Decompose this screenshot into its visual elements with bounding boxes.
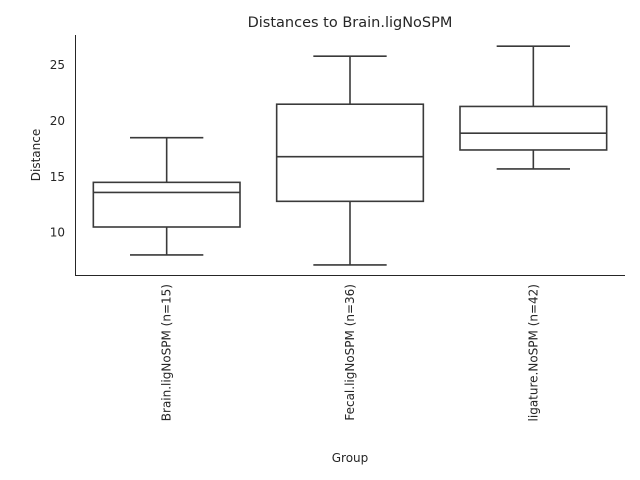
x-tick-label: Brain.ligNoSPM (n=15) xyxy=(160,284,174,421)
x-axis-label: Group xyxy=(332,451,369,465)
y-tick-label: 20 xyxy=(50,114,65,128)
y-tick-label: 25 xyxy=(50,58,65,72)
iqr-box xyxy=(459,105,608,151)
y-axis-label: Distance xyxy=(29,129,43,181)
x-tick-label: Fecal.ligNoSPM (n=36) xyxy=(343,284,357,421)
y-axis-ticks: 10 15 20 25 xyxy=(50,58,65,239)
box-series xyxy=(92,45,608,266)
x-axis-ticks: Brain.ligNoSPM (n=15) Fecal.ligNoSPM (n=3… xyxy=(160,284,541,421)
box-group xyxy=(92,136,241,256)
box-group xyxy=(275,55,425,266)
x-tick-label: ligature.NoSPM (n=42) xyxy=(526,284,540,421)
box-group xyxy=(459,45,608,170)
y-tick-label: 15 xyxy=(50,170,65,184)
y-tick-label: 10 xyxy=(50,226,65,240)
iqr-box xyxy=(275,103,425,203)
chart-title: Distances to Brain.ligNoSPM xyxy=(248,15,453,31)
iqr-box xyxy=(92,181,241,228)
